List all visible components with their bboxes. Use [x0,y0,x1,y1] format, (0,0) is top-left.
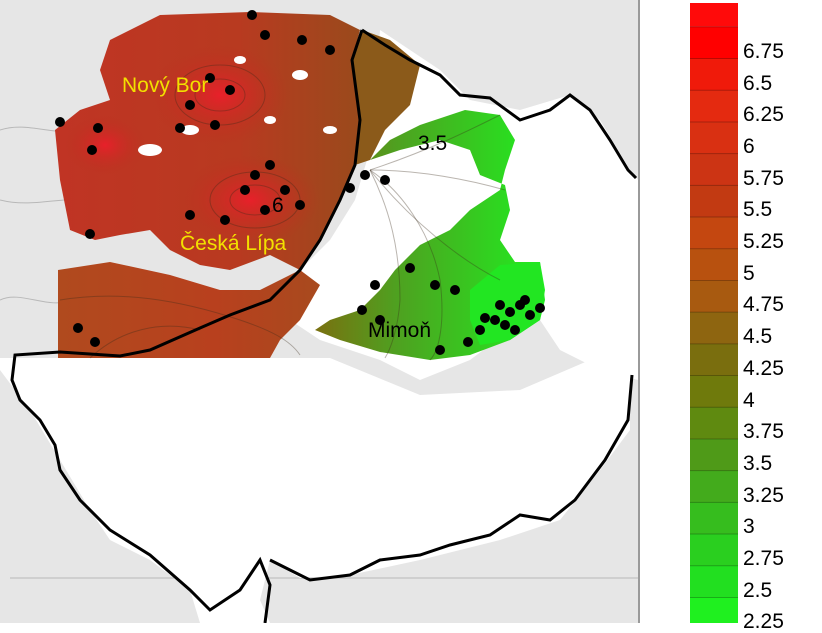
district-boundary-se [269,374,634,582]
legend-tick-label: 3.25 [743,483,784,507]
legend-tick-label: 4.25 [743,356,784,380]
legend-tick-label: 2.75 [743,547,784,571]
legend-swatch [690,217,738,250]
legend-tick-label: 3.5 [743,451,773,475]
legend-swatch [690,534,738,567]
legend-tick-label: 6.25 [743,103,784,127]
legend-swatch [690,280,738,314]
legend-swatch [690,438,738,472]
legend-tick-label: 4.5 [743,325,773,349]
legend-swatch [690,407,738,440]
panel-divider [638,0,640,623]
hotspot-novy-bor [150,45,290,145]
legend-tick-label: 6 [743,134,755,158]
legend-tick-label: 3 [743,515,755,539]
legend-swatch [690,26,738,60]
district-boundary [10,29,364,623]
legend-swatch [690,121,738,155]
contour-label-6: 6 [272,194,284,217]
legend-swatch [690,502,738,536]
surface-northeast [352,30,420,165]
white-region-north [270,30,638,380]
legend-swatch [690,185,738,219]
surface-east-bright [470,262,545,345]
legend-swatch [690,565,738,599]
legend-tick-label: 6.5 [743,71,773,95]
legend-tick-label: 5.25 [743,230,784,254]
sample-points [55,10,545,355]
legend-swatch [690,597,738,623]
hotspot-west [65,115,145,175]
legend-color-bar [690,3,738,623]
legend-swatch [690,90,738,123]
legend-tick-label: 5.75 [743,166,784,190]
legend-swatch [690,248,738,282]
map-view[interactable]: Nový Bor Česká Lípa Mimoň 3.5 6 [0,0,638,623]
map-canvas[interactable]: Nový Bor Česká Lípa Mimoň 3.5 6 [0,0,638,623]
legend-swatch [690,343,738,377]
contour-label-3-5: 3.5 [418,132,447,155]
legend-tick-label: 4.75 [743,293,784,317]
legend-tick-label: 4 [743,388,755,412]
legend-tick-label: 6.75 [743,39,784,63]
gaps [138,56,337,156]
label-novy-bor: Nový Bor [122,74,208,97]
legend-swatch [690,470,738,504]
legend-swatch [690,58,738,92]
legend-tick-label: 2.5 [743,578,773,602]
legend-swatch [690,312,738,345]
legend-tick-label: 3.75 [743,420,784,444]
legend-tick-label: 5 [743,261,755,285]
surface-south [58,262,320,358]
hotspot-ceska-lipa [180,155,320,245]
white-region [0,358,630,623]
district-boundary-east [361,28,638,180]
label-ceska-lipa: Česká Lípa [180,232,287,255]
label-mimon: Mimoň [368,319,431,342]
legend-tick-label: 5.5 [743,198,773,222]
legend-swatch [690,153,738,187]
color-legend: 6.75 6.5 6.25 6 5.75 5.5 5.25 5 4.75 4.5 4.25 4 3.75… [640,0,822,632]
legend-tick-label: 2.25 [743,610,784,633]
legend-swatch-top [690,3,738,27]
legend-swatch [690,375,738,409]
